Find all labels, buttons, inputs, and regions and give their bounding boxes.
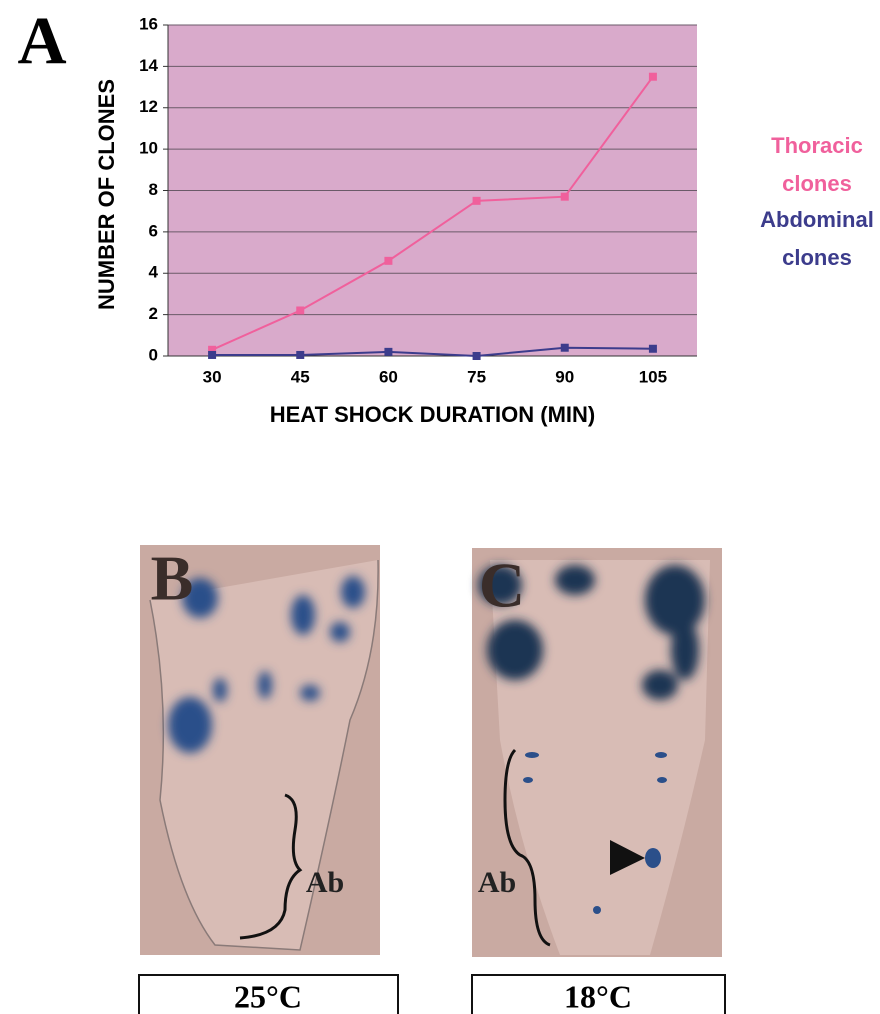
y-tick-label: 12 xyxy=(139,97,158,116)
point-marker xyxy=(384,347,393,356)
temp-box xyxy=(138,974,399,1014)
tissue xyxy=(149,559,379,951)
y-tick-label: 10 xyxy=(139,139,158,158)
y-axis-title: NUMBER OF CLONES xyxy=(94,79,119,310)
point-marker xyxy=(472,352,481,360)
point-marker xyxy=(208,345,217,354)
arrowhead xyxy=(610,840,645,875)
panel-label: C xyxy=(479,550,525,621)
temp-box xyxy=(471,974,726,1014)
clones xyxy=(168,576,365,753)
region-label: Ab xyxy=(306,866,344,899)
point-marker xyxy=(208,350,217,359)
micrograph-c: C Ab xyxy=(472,548,722,957)
chart: 0 2 4 6 8 10 12 14 16 30 45 60 75 90 105 HEAT SHOCK DUR… xyxy=(94,14,697,427)
point-marker xyxy=(560,192,569,201)
series-line xyxy=(211,76,654,351)
y-tick-label: 4 xyxy=(149,263,159,282)
x-tick-label: 105 xyxy=(639,367,667,386)
y-tick-label: 8 xyxy=(149,180,158,199)
point-marker xyxy=(296,306,305,315)
legend-entry: Thoracic clones xyxy=(771,133,863,196)
region-label: Ab xyxy=(478,866,516,899)
temperature-label: 25°C xyxy=(234,978,302,1014)
bracket xyxy=(239,793,303,940)
point-marker xyxy=(296,350,305,359)
legend-entry: Abdominal clones xyxy=(760,207,874,270)
x-tick-label: 75 xyxy=(467,367,486,386)
point-marker xyxy=(648,344,657,353)
small-clones xyxy=(523,752,667,914)
temperature-label: 18°C xyxy=(564,978,632,1014)
point-marker xyxy=(560,343,569,352)
x-tick-label: 60 xyxy=(379,367,398,386)
point-marker xyxy=(384,256,393,265)
x-axis-title: HEAT SHOCK DURATION (MIN) xyxy=(270,402,596,427)
point-marker xyxy=(648,72,657,81)
micrograph-b: B Ab xyxy=(140,543,380,955)
point-marker xyxy=(472,196,481,205)
bracket xyxy=(503,748,551,947)
x-tick-label: 45 xyxy=(291,367,310,386)
x-tick-label: 30 xyxy=(203,367,222,386)
series-line xyxy=(212,346,653,358)
y-tick-label: 14 xyxy=(139,56,158,75)
y-tick-label: 0 xyxy=(149,345,158,364)
panel-label: A xyxy=(17,3,66,79)
clones xyxy=(478,565,705,700)
panel-label: B xyxy=(151,543,194,614)
y-tick-label: 16 xyxy=(139,14,158,33)
x-tick-label: 90 xyxy=(555,367,574,386)
y-tick-label: 6 xyxy=(149,221,158,240)
y-tick-label: 2 xyxy=(149,304,158,323)
